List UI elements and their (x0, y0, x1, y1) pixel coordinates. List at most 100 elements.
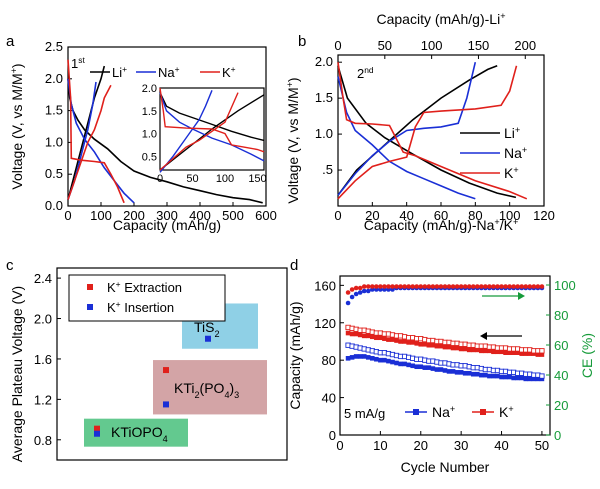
panel-d-capacity-point-filled (539, 352, 545, 357)
panel-d-ce-point (450, 284, 456, 289)
panel-a-inset-series-line (159, 92, 265, 142)
panel-d-plot-frame (339, 275, 551, 436)
panel-d-capacity-point-filled (378, 335, 383, 341)
panel-d-capacity-point-filled (470, 347, 476, 353)
panel-c-extraction-point (94, 425, 100, 432)
panel-a-inset-y-tick-label: 1.5 (142, 106, 157, 118)
panel-b-x-tick-label: 120 (533, 208, 555, 223)
panel-d-ce-point (479, 284, 484, 289)
panel-d-capacity-point-filled (450, 369, 456, 374)
panel-d-capacity-point-filled (361, 333, 367, 339)
panel-d-ce-point (418, 284, 424, 289)
panel-d-x-tick-label: 50 (535, 438, 549, 453)
panel-a-inset-x-tick-label: 50 (186, 173, 198, 185)
panel-d-ce-point (483, 284, 488, 289)
panel-d-capacity-point-filled (434, 367, 440, 372)
panel-d-capacity-point-filled (454, 370, 460, 375)
panel-d-ce-point (519, 284, 525, 289)
panel-a-legend-label: Li+ (112, 64, 127, 80)
panel-d-capacity-point-filled (370, 334, 375, 340)
panel-d-ce-point (370, 284, 375, 289)
panel-d-capacity-point-filled (515, 375, 520, 381)
panel-d-ce-point (394, 284, 399, 289)
panel-b-x-tick-label: 0 (334, 208, 341, 223)
panel-a-chart: 0 100 200 300 400 500 6000.00.51.01.52.02.5Cap… (9, 39, 277, 233)
panel-d-capacity-point-filled (406, 362, 411, 368)
panel-d-y2-axis-label: CE (%) (579, 333, 595, 378)
panel-c-material-box (153, 360, 267, 415)
panel-d-capacity-point-filled (519, 375, 525, 381)
panel-a-series-line (67, 65, 106, 200)
panel-c-plot-frame (56, 267, 288, 461)
panel-d-legend-marker (480, 409, 486, 415)
panel-d-capacity-point-filled (349, 355, 355, 360)
panel-b-y-tick-label: 1.0 (315, 126, 333, 141)
panel-d-capacity-point-filled (531, 376, 537, 382)
panel-d-capacity-point-filled (353, 331, 359, 337)
panel-a-inset-series-line (159, 92, 265, 162)
panel-d-capacity-point-filled (398, 339, 403, 344)
panel-d-x-tick-label: 30 (454, 438, 468, 453)
panel-a-series-line (67, 78, 263, 204)
panel-d-capacity-point-filled (394, 338, 399, 343)
panel-d-y-tick-label: 40 (322, 391, 336, 406)
panel-a-series-line (67, 84, 112, 200)
panel-d-capacity-point-filled (374, 335, 379, 341)
panel-d-y2-tick-label: 100 (554, 278, 576, 293)
panel-a-inset-series-line (159, 90, 213, 173)
panel-c-legend-label: K+ Insertion (107, 299, 174, 315)
panel-d-ce-point (535, 284, 541, 289)
panel-b-y-tick-label: 1.5 (315, 90, 333, 105)
panel-d-capacity-point-filled (414, 341, 420, 346)
panel-d-y-tick-label: 0 (329, 428, 336, 443)
panel-d-capacity-point-filled (511, 375, 516, 381)
panel-d-ce-point (470, 284, 476, 289)
panel-d-ce-point (511, 284, 516, 289)
panel-d-legend-marker (413, 409, 419, 415)
panel-d-y2-tick-label: 40 (554, 368, 568, 383)
panel-d-capacity-point-filled (470, 371, 476, 377)
panel-d-capacity-point-filled (353, 354, 359, 359)
panel-d-x-tick-label: 20 (414, 438, 428, 453)
panel-b-y-tick-label: .5 (322, 162, 333, 177)
panel-d-capacity-point-filled (466, 370, 472, 376)
panel-b-x2-tick-label: 200 (514, 38, 536, 53)
panel-c-insertion-point (94, 430, 100, 437)
panel-d-capacity-point-filled (495, 349, 500, 355)
panel-b-x2-tick-label: 100 (421, 38, 443, 53)
panel-d-x-axis-label: Cycle Number (401, 459, 490, 475)
panel-c-y-tick-label: 2.4 (34, 271, 52, 286)
panel-d-capacity-point-filled (386, 358, 391, 364)
panel-d-capacity-point-filled (499, 349, 504, 355)
panel-d-capacity-point-filled (434, 343, 440, 349)
panel-d-capacity-point-filled (527, 376, 533, 382)
panel-d-capacity-point-filled (491, 373, 496, 379)
panel-d-capacity-point-filled (442, 344, 448, 350)
panel-d-ce-point (422, 284, 428, 289)
panel-d-ce-point (398, 284, 403, 289)
panel-c-y-tick-label: 0.8 (34, 433, 52, 448)
panel-d-y2-tick-label: 80 (554, 308, 568, 323)
panel-d-capacity-point-filled (370, 356, 375, 361)
panel-d-ce-point (410, 284, 415, 289)
panel-d-ce-point (361, 284, 367, 289)
panel-b-x2-tick-label: 50 (378, 38, 392, 53)
panel-d-ce-point (349, 294, 355, 300)
panel-d-y-tick-label: 160 (314, 278, 336, 293)
panel-d-ce-point (357, 285, 363, 291)
panel-d-capacity-point-filled (414, 364, 420, 370)
panel-a-y-tick-label: 0.5 (45, 166, 63, 181)
panel-d-capacity-point-filled (410, 363, 415, 369)
panel-d-ce-point (531, 284, 537, 289)
panel-d-ce-point (487, 284, 492, 289)
panel-a-x-axis-label: Capacity (mAh/g) (113, 217, 221, 233)
panel-d-capacity-point-filled (507, 350, 512, 355)
panel-d-legend-label: Na+ (432, 404, 455, 420)
panel-a-label: a (6, 33, 15, 50)
panel-b-series-line (337, 65, 498, 196)
panel-d-ce-point (390, 284, 395, 289)
panel-d-capacity-point-filled (499, 374, 504, 380)
panel-b-legend-label: Na+ (504, 145, 527, 161)
panel-b-legend-label: Li+ (504, 125, 520, 141)
panel-d-ce-point (515, 284, 520, 289)
